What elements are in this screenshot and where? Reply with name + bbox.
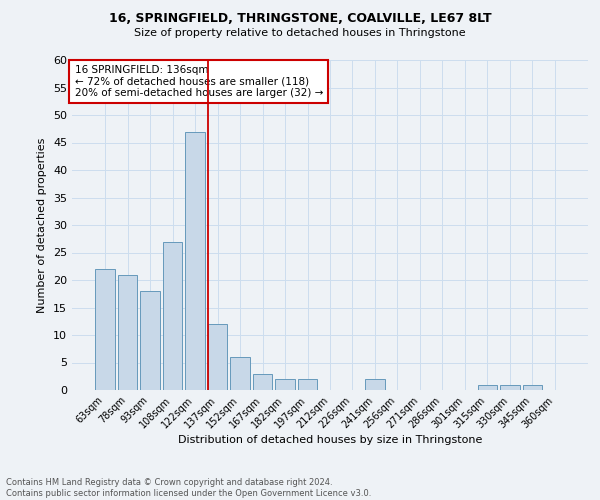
Bar: [298, 379, 317, 390]
Bar: [523, 384, 542, 390]
Bar: [365, 379, 385, 390]
Text: Contains HM Land Registry data © Crown copyright and database right 2024.
Contai: Contains HM Land Registry data © Crown c…: [6, 478, 371, 498]
Bar: [163, 242, 182, 390]
Bar: [275, 379, 295, 390]
Text: Size of property relative to detached houses in Thringstone: Size of property relative to detached ho…: [134, 28, 466, 38]
Y-axis label: Number of detached properties: Number of detached properties: [37, 138, 47, 312]
Text: 16 SPRINGFIELD: 136sqm
← 72% of detached houses are smaller (118)
20% of semi-de: 16 SPRINGFIELD: 136sqm ← 72% of detached…: [74, 65, 323, 98]
Bar: [95, 269, 115, 390]
Bar: [140, 291, 160, 390]
Bar: [230, 357, 250, 390]
Bar: [478, 384, 497, 390]
Bar: [208, 324, 227, 390]
Bar: [185, 132, 205, 390]
Text: 16, SPRINGFIELD, THRINGSTONE, COALVILLE, LE67 8LT: 16, SPRINGFIELD, THRINGSTONE, COALVILLE,…: [109, 12, 491, 26]
Bar: [118, 274, 137, 390]
Bar: [500, 384, 520, 390]
X-axis label: Distribution of detached houses by size in Thringstone: Distribution of detached houses by size …: [178, 436, 482, 446]
Bar: [253, 374, 272, 390]
